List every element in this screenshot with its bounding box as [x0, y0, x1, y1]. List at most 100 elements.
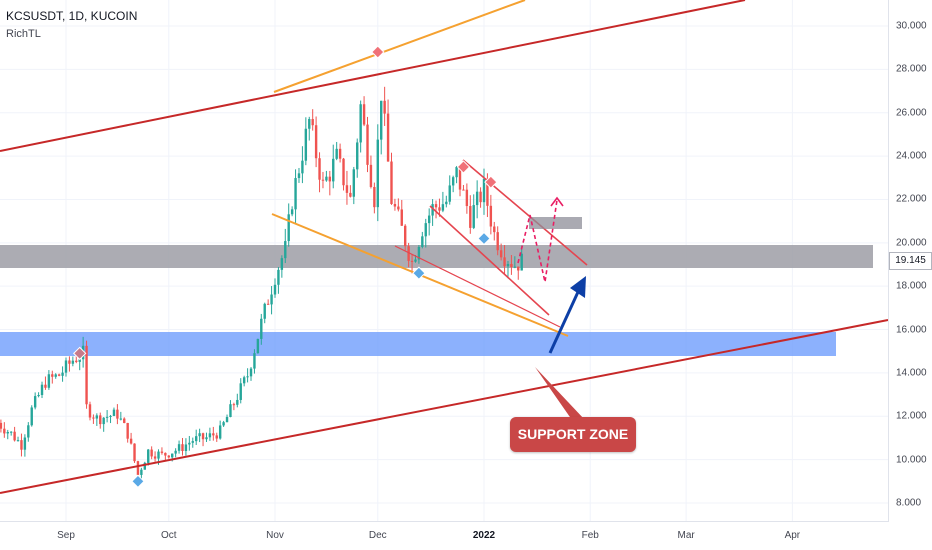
candle	[499, 243, 503, 261]
candle-body	[171, 453, 174, 458]
candle-body	[78, 359, 81, 362]
y-tick-label: 24.000	[896, 150, 927, 162]
candle-body	[325, 176, 328, 181]
y-tick-label: 26.000	[896, 107, 927, 119]
candle	[116, 404, 119, 425]
time-axis-border	[0, 521, 888, 522]
candle	[482, 168, 486, 215]
candle	[140, 467, 143, 480]
candle-body	[489, 205, 493, 227]
candle	[54, 373, 57, 379]
candle	[369, 155, 373, 189]
candle	[160, 447, 164, 455]
candle-body	[30, 407, 33, 426]
candle-body	[314, 125, 318, 159]
candle	[174, 448, 177, 458]
candle	[30, 405, 33, 427]
candle-body	[270, 294, 273, 305]
bounce-arrow-head	[570, 276, 586, 298]
candle-body	[174, 450, 177, 454]
candle-body	[414, 259, 417, 262]
x-tick-label: Nov	[266, 530, 284, 541]
candle	[338, 143, 342, 163]
candle	[352, 166, 356, 205]
candle-body	[239, 383, 242, 400]
candle	[95, 413, 99, 426]
candle-body	[71, 360, 75, 364]
candle	[407, 242, 410, 268]
candle	[99, 412, 102, 429]
candle-body	[321, 179, 325, 181]
candle	[232, 402, 236, 411]
candle	[458, 166, 462, 197]
candle-body	[352, 169, 356, 197]
candle	[119, 411, 123, 421]
candle-body	[88, 404, 92, 418]
candlesticks	[0, 86, 523, 480]
candle-body	[57, 374, 61, 376]
candle-body	[297, 173, 301, 179]
candle-body	[280, 258, 284, 270]
candle	[123, 417, 126, 424]
candle	[441, 191, 445, 213]
candle-body	[68, 360, 71, 364]
candle-body	[218, 425, 222, 439]
candle	[16, 436, 20, 442]
x-tick-label: Dec	[368, 530, 387, 541]
candle	[273, 278, 277, 298]
candle-body	[116, 409, 119, 419]
candle	[314, 116, 318, 168]
candle	[410, 254, 414, 274]
flag-lower-line	[429, 205, 550, 316]
candle	[434, 200, 438, 219]
x-tick-label: Apr	[784, 530, 801, 541]
candle-body	[198, 433, 201, 437]
candle-body	[462, 189, 465, 191]
candle-body	[294, 178, 297, 210]
candle-body	[3, 428, 6, 434]
candle	[201, 432, 205, 447]
candle	[383, 86, 386, 126]
candle	[345, 170, 349, 205]
candle	[167, 455, 170, 459]
candle-body	[499, 250, 503, 258]
candle-body	[112, 409, 116, 416]
candle	[335, 141, 338, 161]
candle-body	[119, 418, 123, 420]
candle	[71, 356, 75, 367]
candle	[308, 116, 311, 141]
candle	[177, 440, 181, 454]
candle	[239, 378, 242, 404]
x-tick-label: 2022	[472, 530, 496, 541]
candle	[37, 392, 40, 398]
candle	[403, 224, 407, 251]
candle	[349, 185, 352, 198]
candle	[153, 451, 157, 462]
candle-body	[266, 303, 270, 305]
candle-body	[27, 425, 30, 438]
candle-body	[99, 415, 102, 425]
candle-body	[201, 433, 205, 440]
candle-body	[143, 462, 147, 470]
candle-body	[215, 435, 218, 439]
candle	[184, 438, 188, 456]
candle	[427, 208, 431, 236]
candle	[6, 429, 9, 440]
candle-body	[129, 438, 133, 444]
candle	[105, 410, 109, 423]
y-tick-label: 14.000	[896, 367, 927, 379]
candle	[520, 245, 523, 271]
candle	[229, 400, 232, 418]
indicator-label[interactable]: RichTL	[6, 28, 41, 40]
candle-body	[225, 416, 229, 423]
candle	[51, 370, 54, 384]
candle	[287, 203, 290, 247]
candle-body	[486, 178, 489, 206]
candle-body	[318, 158, 321, 180]
candle-body	[133, 443, 136, 462]
candle-body	[386, 113, 390, 162]
candle	[496, 226, 499, 256]
candle	[246, 368, 249, 383]
support-zone	[0, 332, 836, 356]
